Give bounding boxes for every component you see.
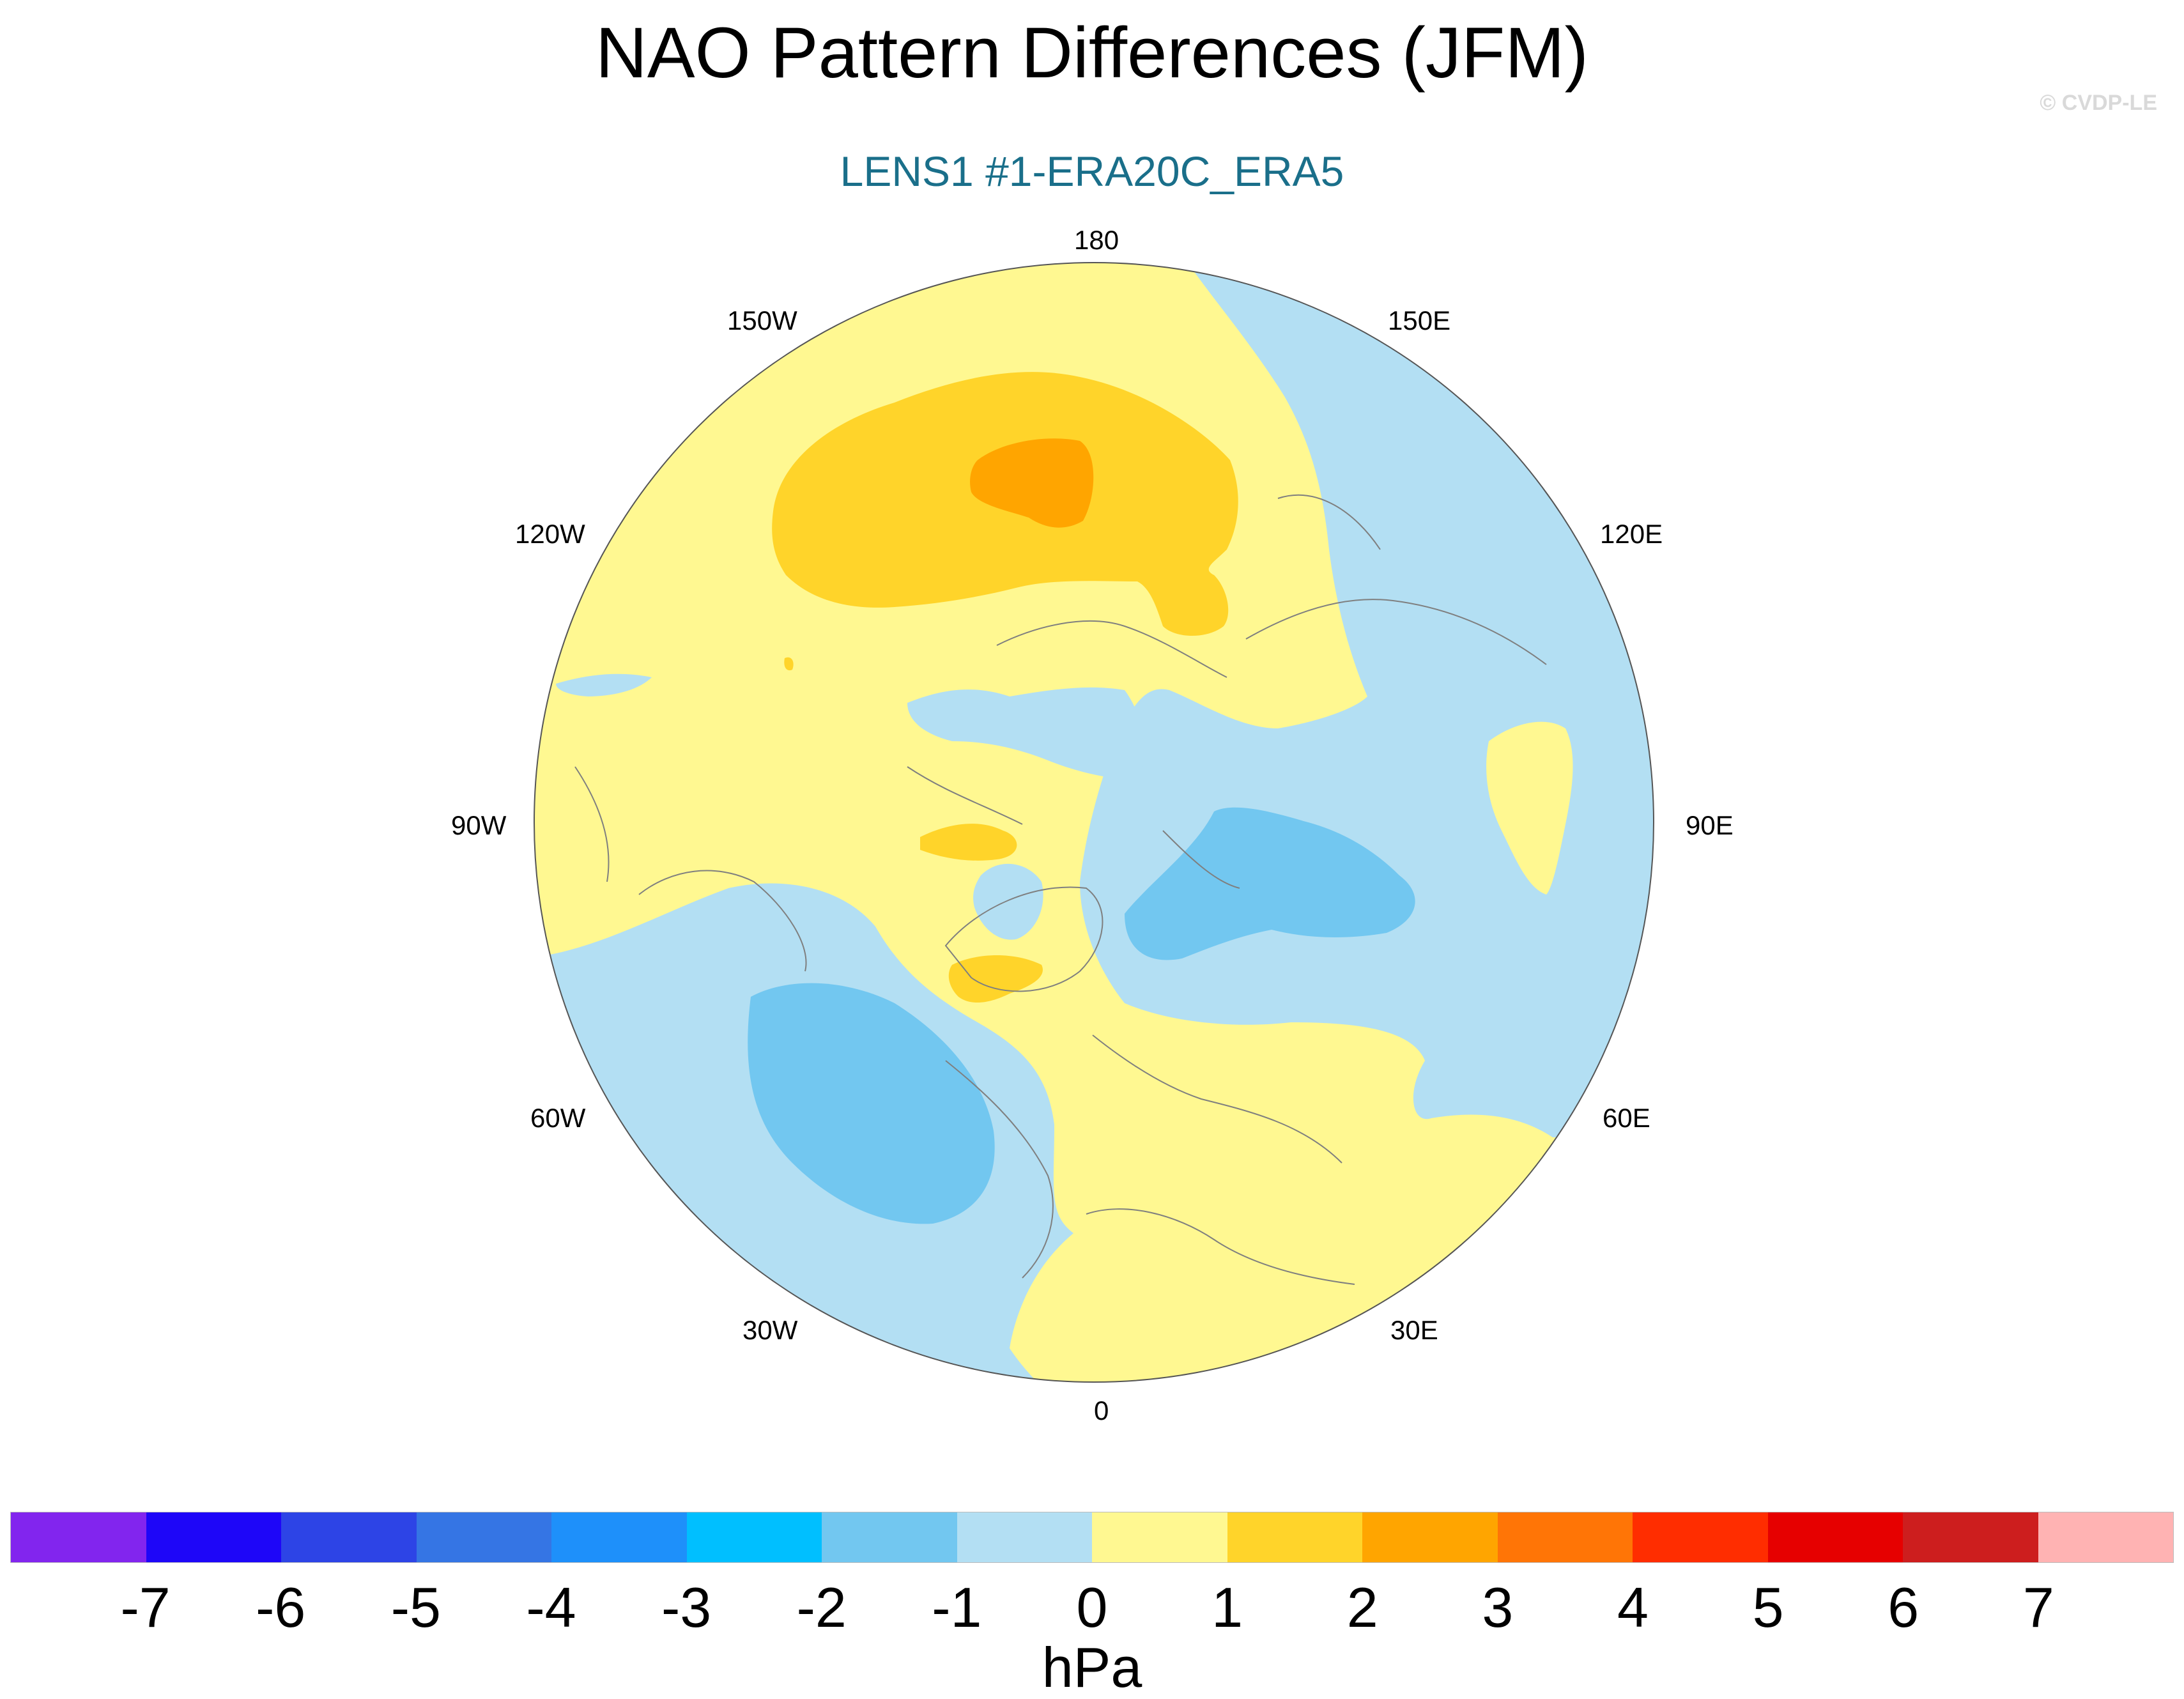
lon-label-150e: 150E: [1388, 305, 1451, 335]
colorbar-box: [1362, 1512, 1498, 1562]
greenland-negative-patch: [973, 863, 1043, 940]
colorbar-box: [416, 1512, 551, 1562]
arctic-negative-tongue: [907, 687, 1144, 780]
colorbar-tick-label: 4: [1617, 1576, 1649, 1639]
colorbar-box: [1903, 1512, 2038, 1562]
lon-label-90e: 90E: [1686, 810, 1734, 840]
colorbar-tick-label: -3: [661, 1576, 712, 1639]
pacific-max-positive: [970, 438, 1094, 528]
atlantic-strong-negative: [748, 983, 995, 1224]
colorbar-tick-label: -7: [120, 1576, 171, 1639]
colorbar-box: [1767, 1512, 1903, 1562]
siberia-positive-patch: [1486, 721, 1573, 895]
colorbar-tick-label: -4: [526, 1576, 576, 1639]
lon-label-30w: 30W: [742, 1315, 798, 1345]
lon-label-60w: 60W: [530, 1103, 586, 1133]
colorbar-units: hPa: [1042, 1636, 1142, 1699]
bering-negative-patch: [556, 673, 652, 696]
colorbar-box: [551, 1512, 687, 1562]
map-subtitle: LENS1 #1-ERA20C_ERA5: [840, 148, 1344, 195]
colorbar-box: [957, 1512, 1092, 1562]
copyright-label: © CVDP-LE: [2040, 91, 2157, 115]
colorbar-box: [281, 1512, 417, 1562]
lon-label-120w: 120W: [515, 519, 585, 549]
colorbar-box: [11, 1512, 146, 1562]
coastlines: [574, 494, 1547, 1285]
colorbar-tick-label: 2: [1346, 1576, 1378, 1639]
lon-label-90w: 90W: [451, 810, 507, 840]
colorbar-tick-label: 3: [1482, 1576, 1514, 1639]
colorbar-box: [1092, 1512, 1227, 1562]
colorbar: [10, 1512, 2174, 1563]
colorbar-tick-label: -6: [256, 1576, 306, 1639]
colorbar-tick-label: -2: [796, 1576, 847, 1639]
colorbar-tick-label: -1: [932, 1576, 982, 1639]
colorbar-tick-label: 1: [1211, 1576, 1243, 1639]
baffin-positive-patch: [920, 824, 1017, 861]
chart-title: NAO Pattern Differences (JFM): [596, 13, 1588, 93]
colorbar-tick-label: 7: [2022, 1576, 2054, 1639]
lon-label-120e: 120E: [1600, 519, 1663, 549]
colorbar-box: [1497, 1512, 1633, 1562]
lon-label-30e: 30E: [1390, 1315, 1438, 1345]
colorbar-box: [146, 1512, 281, 1562]
colorbar-tick-label: 6: [1888, 1576, 1919, 1639]
colorbar-box: [822, 1512, 957, 1562]
lon-label-150w: 150W: [727, 305, 797, 335]
lon-label-180: 180: [1074, 225, 1119, 255]
colorbar-tick-label: -5: [390, 1576, 441, 1639]
colorbar-box: [1227, 1512, 1362, 1562]
small-positive-dot: [784, 657, 794, 671]
colorbar-box: [686, 1512, 822, 1562]
lon-label-60e: 60E: [1603, 1103, 1650, 1133]
colorbar-box: [1633, 1512, 1768, 1562]
map-boundary: [534, 262, 1654, 1383]
greenland-positive-patch: [948, 955, 1043, 1003]
colorbar-box: [2038, 1512, 2173, 1562]
lon-label-0: 0: [1094, 1395, 1109, 1426]
eurasia-strong-negative: [1125, 807, 1415, 960]
colorbar-tick-label: 0: [1076, 1576, 1108, 1639]
colorbar-tick-label: 5: [1752, 1576, 1784, 1639]
